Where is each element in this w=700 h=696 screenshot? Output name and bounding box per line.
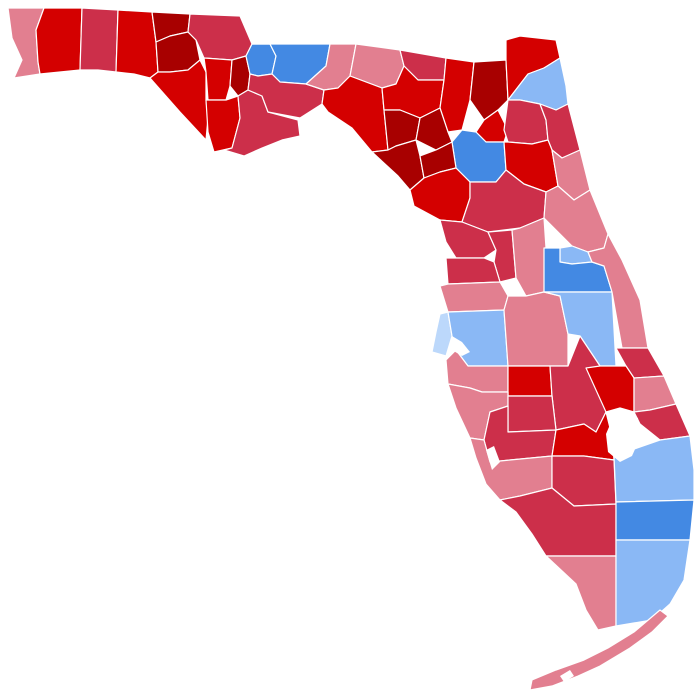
- county-okaloosa: [79, 7, 119, 73]
- county-broward: [615, 499, 695, 541]
- county-walton: [115, 9, 159, 79]
- county-brevard: [587, 233, 649, 349]
- county-hernando: [445, 257, 501, 285]
- county-bay: [149, 59, 209, 141]
- county-monroe-mainland: [545, 555, 617, 631]
- county-lake: [511, 217, 547, 297]
- county-baker: [469, 59, 509, 121]
- county-pasco: [439, 281, 509, 313]
- county-miami-dade: [615, 539, 691, 627]
- county-marion: [461, 169, 547, 233]
- county-desoto: [507, 395, 557, 433]
- county-columbia: [439, 57, 475, 133]
- county-polk: [503, 291, 569, 367]
- counties-layer: [7, 7, 695, 691]
- county-hardee: [507, 365, 553, 397]
- county-calhoun: [203, 57, 233, 101]
- charlotte-harbor: [486, 446, 500, 470]
- county-monroe-keys: [529, 609, 669, 691]
- tampa-bay: [452, 336, 470, 356]
- county-citrus: [439, 219, 497, 259]
- county-gadsden: [245, 43, 277, 77]
- keys-channel: [560, 670, 574, 682]
- county-wakulla: [247, 73, 325, 119]
- county-santa-rosa: [35, 7, 83, 75]
- lake-okeechobee: [606, 412, 640, 462]
